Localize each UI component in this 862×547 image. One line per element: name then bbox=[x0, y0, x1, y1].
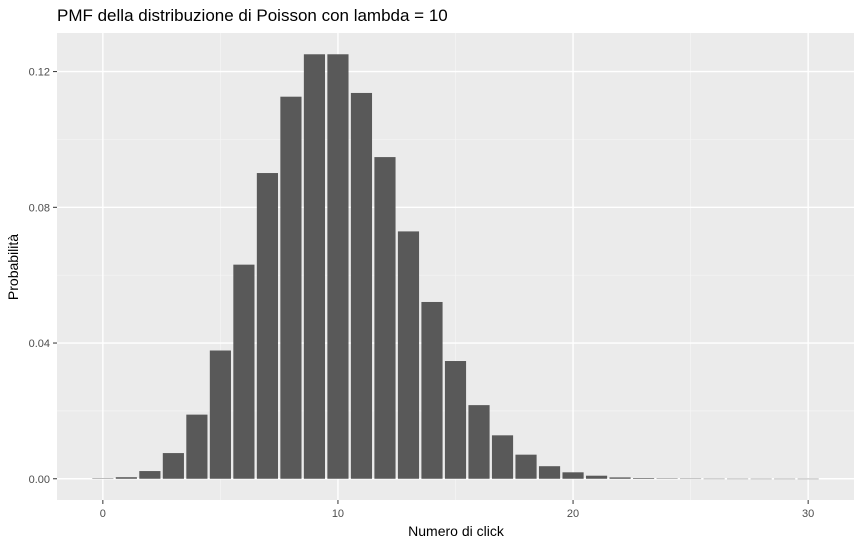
chart-title: PMF della distribuzione di Poisson con l… bbox=[57, 6, 448, 25]
x-tick-label: 30 bbox=[802, 508, 814, 520]
y-axis-title: Probabilità bbox=[5, 234, 21, 300]
x-axis-title: Numero di click bbox=[408, 523, 505, 539]
bar-5 bbox=[209, 350, 231, 479]
x-axis: 0 10 20 30 bbox=[100, 500, 814, 520]
bar-2 bbox=[139, 471, 161, 479]
bar-9 bbox=[303, 54, 326, 479]
bar-18 bbox=[515, 454, 537, 479]
bar-23 bbox=[633, 478, 655, 479]
bar-8 bbox=[280, 96, 302, 479]
bar-1 bbox=[115, 477, 137, 479]
bar-6 bbox=[233, 264, 255, 479]
bar-17 bbox=[491, 435, 514, 479]
y-tick-label: 0.08 bbox=[29, 202, 50, 214]
bar-13 bbox=[397, 231, 420, 479]
bars bbox=[92, 54, 819, 480]
bar-14 bbox=[421, 301, 443, 479]
bar-7 bbox=[256, 173, 278, 479]
bar-12 bbox=[374, 157, 396, 479]
bar-20 bbox=[562, 472, 584, 479]
x-tick-label: 20 bbox=[567, 508, 579, 520]
bar-15 bbox=[444, 361, 467, 479]
bar-10 bbox=[327, 54, 349, 479]
bar-4 bbox=[186, 414, 208, 479]
bar-22 bbox=[609, 477, 631, 479]
y-tick-label: 0.04 bbox=[29, 338, 50, 350]
bar-16 bbox=[468, 405, 490, 479]
bar-11 bbox=[350, 92, 373, 479]
x-tick-label: 0 bbox=[100, 508, 106, 520]
x-tick-label: 10 bbox=[332, 508, 344, 520]
y-tick-label: 0.00 bbox=[29, 474, 50, 486]
bar-21 bbox=[585, 475, 608, 479]
y-axis: 0.00 0.04 0.08 0.12 bbox=[29, 67, 57, 486]
y-tick-label: 0.12 bbox=[29, 67, 50, 79]
bar-19 bbox=[538, 466, 561, 479]
bar-3 bbox=[162, 453, 184, 479]
